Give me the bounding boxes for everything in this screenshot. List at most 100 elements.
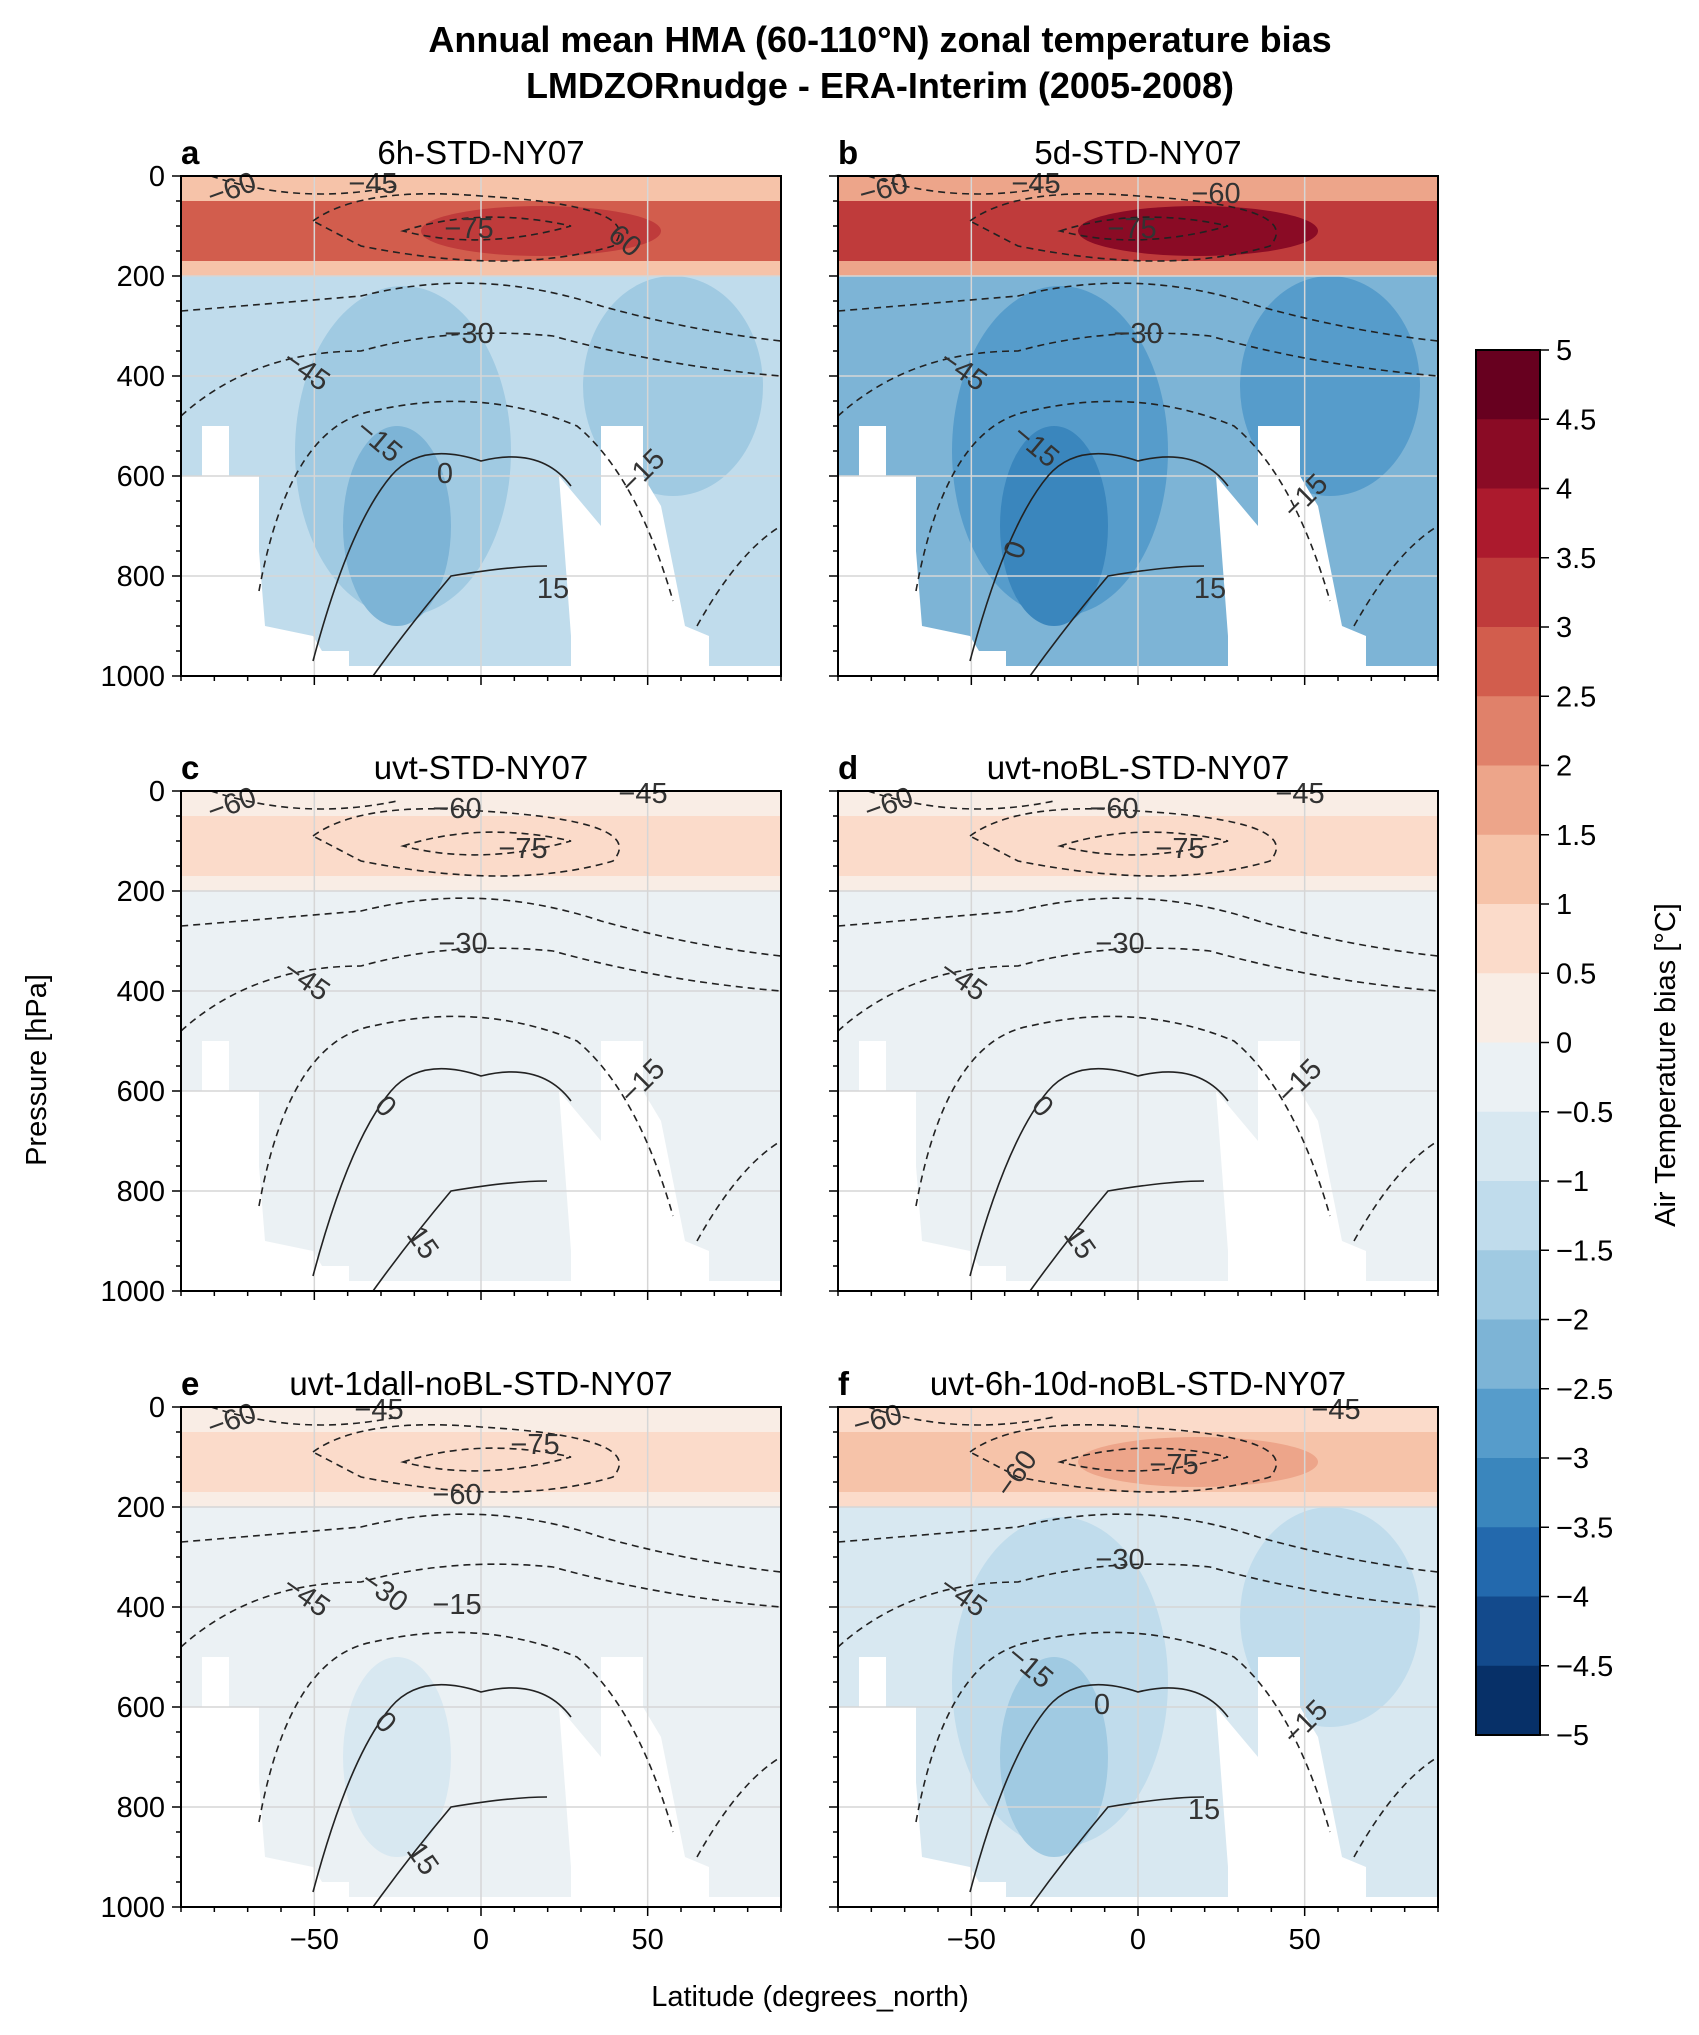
grid — [838, 176, 1438, 676]
contour-label: 0 — [437, 458, 453, 490]
y-tick-label: 200 — [117, 261, 165, 293]
contour-lines — [837, 1406, 1439, 1908]
x-tick-label: 50 — [632, 1924, 664, 1956]
contour-line — [311, 807, 620, 877]
contour-label: −60 — [432, 1479, 481, 1511]
mask-bottom — [946, 651, 1006, 676]
colorbar-tick-label: 5 — [1556, 335, 1572, 367]
contour-label: −75 — [444, 213, 493, 245]
y-tick-label: 400 — [117, 361, 165, 393]
y-tick-label: 1000 — [100, 1276, 165, 1308]
contour-lines — [180, 790, 782, 1292]
mask-tibet — [559, 426, 709, 676]
panel-title: uvt-noBL-STD-NY07 — [987, 749, 1290, 786]
panel-title: uvt-STD-NY07 — [374, 749, 589, 786]
contour-lines — [180, 175, 782, 677]
contour-line — [311, 1423, 620, 1493]
mask-bottom — [289, 651, 349, 676]
colorbar-segment — [1476, 1665, 1540, 1736]
mask-bottom — [289, 1266, 349, 1291]
x-axis-label: Latitude (degrees_north) — [651, 1981, 969, 2013]
panel-letter: e — [181, 1365, 199, 1402]
contour-label: −45 — [348, 168, 397, 200]
colorbar-tick-label: 4 — [1556, 474, 1572, 506]
colorbar-tick-label: 4.5 — [1556, 404, 1596, 436]
contour-line — [180, 897, 782, 957]
mask-tibet — [1216, 1657, 1366, 1907]
colorbar-segment — [1476, 904, 1540, 974]
contour-label: 0 — [1094, 1689, 1110, 1721]
x-tick-label: 50 — [1289, 1924, 1321, 1956]
contour-label: −75 — [498, 833, 547, 865]
y-tick-label: 1000 — [100, 661, 165, 693]
grid — [838, 791, 1438, 1291]
contour-line — [969, 1683, 1229, 1893]
x-ticks: −50 0 50 — [837, 1907, 1439, 1956]
y-tick-label: 400 — [117, 976, 165, 1008]
contour-label: −45 — [1275, 778, 1324, 810]
y-ticks — [829, 1406, 838, 1908]
contour-line — [400, 1447, 572, 1472]
mask-bottom — [289, 1882, 349, 1907]
contour-label: −75 — [1149, 1449, 1198, 1481]
contour-line — [837, 1563, 1439, 1648]
panel-letter: d — [838, 749, 858, 786]
contour-line — [1353, 525, 1439, 627]
y-tick-label: 400 — [117, 1592, 165, 1624]
contour-line — [400, 831, 572, 856]
contour-line — [1029, 565, 1205, 677]
contour-line — [312, 1683, 572, 1893]
grid — [181, 791, 781, 1291]
contour-lines — [837, 175, 1439, 677]
colorbar-tick-label: −5 — [1556, 1720, 1589, 1752]
mask-bottom — [946, 1882, 1006, 1907]
mask-west — [838, 1657, 994, 1907]
figure-title-line2: LMDZORnudge - ERA-Interim (2005-2008) — [526, 65, 1234, 106]
colorbar-segment — [1476, 1181, 1540, 1251]
colorbar-tick-label: 1.5 — [1556, 820, 1596, 852]
y-tick-label: 0 — [149, 161, 165, 193]
mask-bottom — [946, 1266, 1006, 1291]
mask-tibet — [1216, 1041, 1366, 1291]
colorbar-tick-label: 2.5 — [1556, 681, 1596, 713]
mask-west — [181, 1657, 337, 1907]
contour-line — [837, 282, 1439, 342]
colorbar: 5 4.5 4 3.5 3 2.5 2 1.5 1 0.5 0 −0.5 −1 −1.5 −2 −2.5 −3 −… — [1475, 335, 1613, 1752]
colorbar-segment — [1476, 1388, 1540, 1459]
grid — [181, 176, 781, 676]
colorbar-segment — [1476, 1458, 1540, 1528]
colorbar-segment — [1476, 1111, 1540, 1182]
colorbar-tick-label: −3 — [1556, 1443, 1589, 1475]
contour-line — [258, 400, 674, 602]
contour-line — [696, 525, 782, 627]
x-ticks — [837, 1291, 1439, 1300]
colorbar-segment — [1476, 834, 1540, 905]
colorbar-tick-label: −0.5 — [1556, 1097, 1613, 1129]
x-ticks — [180, 1291, 782, 1300]
contour-line — [1057, 216, 1229, 241]
contour-lines — [180, 1406, 782, 1908]
panel-letter: b — [838, 134, 858, 171]
topography-mask — [838, 1041, 1366, 1291]
y-tick-label: 800 — [117, 1792, 165, 1824]
topography-mask — [838, 1657, 1366, 1907]
colorbar-tick-label: 2 — [1556, 751, 1572, 783]
panel-e: −60 −45−75−60−45 −30 −150150200400600800100… — [100, 1365, 782, 1956]
x-ticks — [837, 676, 1439, 685]
y-ticks: 0 200 400 600 800 1000 — [100, 161, 181, 693]
contour-line — [180, 332, 782, 417]
colorbar-tick-label: 1 — [1556, 889, 1572, 921]
contour-label: −45 — [354, 1394, 403, 1426]
contour-label: −30 — [438, 928, 487, 960]
x-tick-label: 0 — [1130, 1924, 1146, 1956]
colorbar-tick-label: 0 — [1556, 1028, 1572, 1060]
contour-line — [696, 1756, 782, 1858]
x-ticks — [180, 676, 782, 685]
colorbar-segment — [1476, 557, 1540, 628]
contour-line — [696, 1140, 782, 1242]
contour-line — [311, 192, 620, 262]
contour-line — [312, 1067, 572, 1277]
contour-line — [1353, 1140, 1439, 1242]
y-ticks: 0 200 400 600 800 1000 — [100, 776, 181, 1308]
